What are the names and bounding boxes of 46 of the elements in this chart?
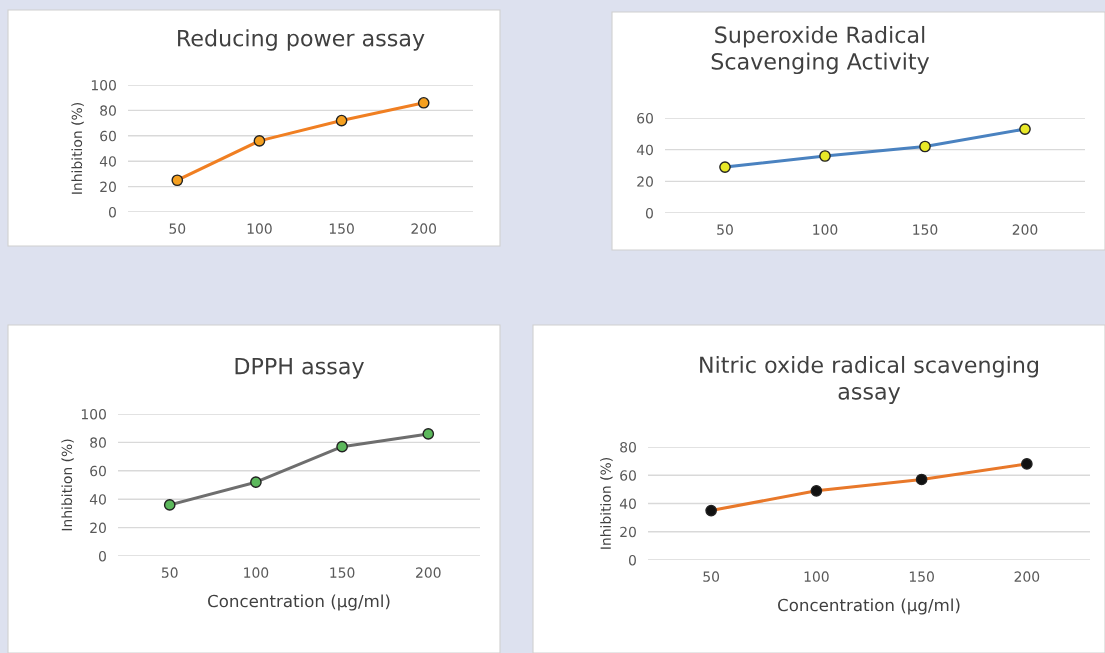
x-axis-title: Concentration (µg/ml) <box>778 598 960 615</box>
y-tick-label: 40 <box>89 494 106 505</box>
y-tick-label: 100 <box>81 408 106 420</box>
y-axis-title: Inhibition (%) <box>71 103 84 194</box>
x-tick-label: 200 <box>411 223 437 234</box>
y-tick-label: 40 <box>636 144 653 156</box>
y-tick-label: 60 <box>90 465 106 477</box>
y-tick-label: 20 <box>620 526 636 538</box>
x-tick-label: 100 <box>804 571 829 582</box>
x-tick-label: 100 <box>244 567 269 578</box>
chart-title: Reducing power assay <box>178 29 425 51</box>
x-tick-label: 150 <box>329 223 354 234</box>
x-tick-label: 150 <box>913 224 938 235</box>
y-tick-label: 100 <box>91 79 116 91</box>
chart-title: DPPH assay <box>235 357 364 379</box>
y-tick-label: 40 <box>99 156 116 167</box>
y-tick-label: 0 <box>98 550 106 562</box>
x-tick-label: 200 <box>416 567 441 578</box>
x-tick-label: 50 <box>169 223 186 234</box>
y-tick-label: 40 <box>619 498 636 509</box>
y-tick-label: 0 <box>108 206 116 218</box>
y-tick-label: 60 <box>100 130 116 142</box>
y-tick-label: 60 <box>637 112 653 124</box>
x-tick-label: 150 <box>909 571 934 582</box>
y-tick-label: 20 <box>90 522 106 534</box>
x-tick-label: 100 <box>247 223 272 234</box>
x-axis-title: Concentration (µg/ml) <box>208 594 390 611</box>
y-tick-label: 20 <box>100 181 116 193</box>
x-tick-label: 200 <box>1012 224 1038 235</box>
y-axis-title: Inhibition (%) <box>600 458 613 549</box>
x-tick-label: 50 <box>717 224 733 235</box>
y-tick-label: 20 <box>637 176 653 187</box>
y-tick-label: 80 <box>90 437 106 448</box>
y-tick-label: 0 <box>645 207 653 219</box>
y-axis-title: Inhibition (%) <box>61 439 74 531</box>
x-tick-label: 100 <box>813 224 838 235</box>
y-tick-label: 0 <box>628 554 636 566</box>
x-tick-label: 50 <box>703 571 720 582</box>
chart-title: Superoxide Radical Scavenging Activity <box>711 25 930 75</box>
x-tick-label: 200 <box>1014 571 1040 582</box>
x-tick-label: 150 <box>330 567 355 578</box>
chart-title: Nitric oxide radical scavenging assay <box>700 355 1039 405</box>
x-tick-label: 50 <box>161 567 178 578</box>
y-tick-label: 60 <box>620 470 636 481</box>
y-tick-label: 80 <box>100 105 116 116</box>
y-tick-label: 80 <box>620 441 636 453</box>
